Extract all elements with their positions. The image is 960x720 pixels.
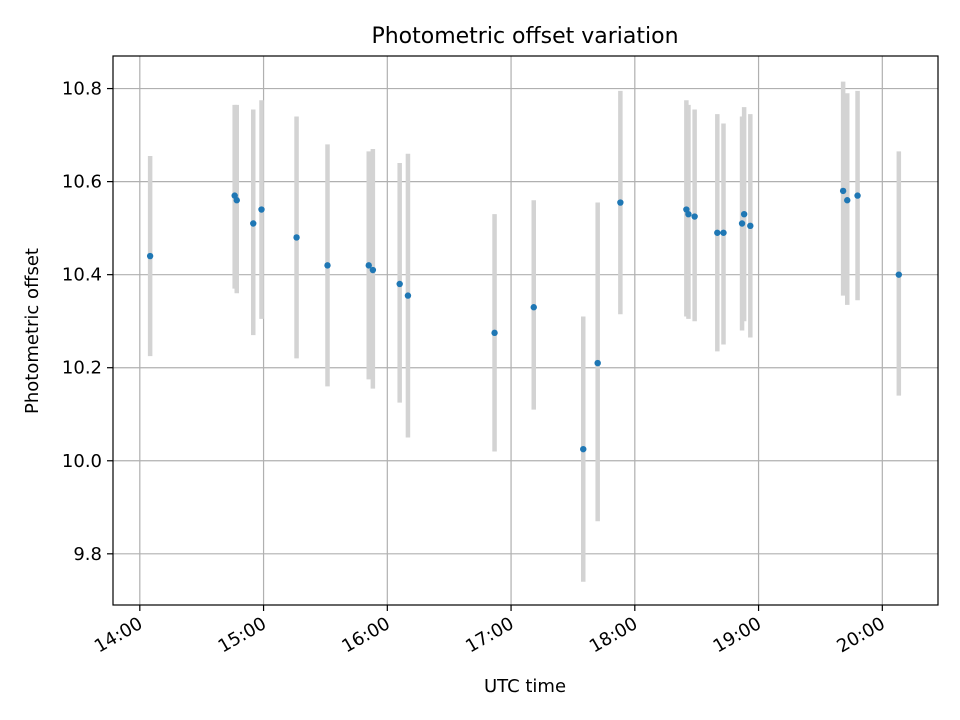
data-point	[594, 359, 601, 367]
data-point	[396, 280, 403, 288]
y-tick-label: 10.6	[62, 172, 102, 193]
x-axis-label: UTC time	[484, 676, 566, 697]
data-point	[720, 229, 727, 236]
grid	[113, 56, 938, 605]
data-point	[250, 220, 257, 227]
x-tick-label: 19:00	[710, 613, 765, 657]
chart-title: Photometric offset variation	[371, 24, 678, 49]
data-point	[146, 252, 154, 260]
data-point	[738, 220, 746, 227]
data-point	[740, 210, 748, 218]
data-point	[844, 197, 851, 204]
y-tick-label: 10.8	[62, 79, 102, 100]
data-point	[324, 262, 331, 269]
data-point	[854, 192, 861, 199]
y-axis-label: Photometric offset	[22, 248, 43, 414]
data-point	[714, 229, 721, 236]
x-axis-ticks: 14:00 15:00 16:00 17:00 18:00 19:00 20:00	[91, 605, 889, 657]
data-point	[747, 222, 754, 230]
data-point	[233, 197, 240, 204]
x-tick-label: 15:00	[215, 613, 270, 657]
y-tick-label: 10.4	[62, 265, 102, 286]
x-tick-label: 14:00	[91, 613, 146, 657]
data-point	[369, 266, 377, 274]
x-tick-label: 18:00	[586, 613, 641, 657]
data-point	[895, 271, 903, 278]
x-tick-label: 20:00	[833, 613, 888, 657]
data-point	[839, 187, 847, 195]
data-point	[685, 210, 692, 218]
errorbars	[147, 81, 902, 582]
x-tick-label: 16:00	[338, 613, 393, 657]
data-point	[293, 234, 300, 241]
y-tick-label: 10.0	[62, 451, 102, 472]
data-point	[365, 262, 372, 269]
y-tick-label: 10.2	[62, 358, 102, 379]
data-point	[691, 213, 698, 220]
y-tick-label: 9.8	[73, 544, 102, 565]
plot-frame	[112, 55, 939, 606]
data-point	[530, 304, 537, 311]
data-point	[580, 445, 587, 453]
x-tick-label: 17:00	[462, 613, 517, 657]
data-point	[258, 206, 265, 213]
data-points	[146, 187, 903, 453]
data-point	[404, 292, 412, 299]
data-point	[491, 329, 498, 337]
y-axis-ticks: 9.8 10.0 10.2 10.4 10.6 10.8	[62, 79, 113, 565]
data-point	[617, 199, 624, 206]
